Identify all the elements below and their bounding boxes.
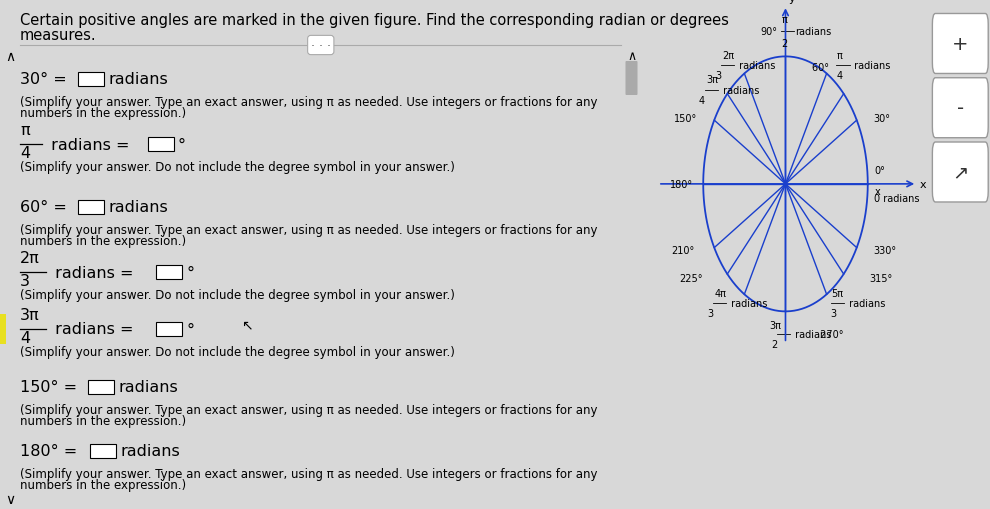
Text: ∧: ∧ <box>627 50 636 64</box>
Text: π: π <box>837 50 842 61</box>
Text: numbers in the expression.): numbers in the expression.) <box>20 107 186 120</box>
Text: ↖: ↖ <box>241 318 252 331</box>
FancyBboxPatch shape <box>88 380 114 394</box>
Text: Certain positive angles are marked in the given figure. Find the corresponding r: Certain positive angles are marked in th… <box>20 13 729 28</box>
Text: radians =: radians = <box>47 137 135 152</box>
Text: (Simplify your answer. Type an exact answer, using π as needed. Use integers or : (Simplify your answer. Type an exact ans… <box>20 467 598 480</box>
Text: 150° =: 150° = <box>20 380 82 394</box>
Text: 4π: 4π <box>714 289 727 298</box>
Text: radians: radians <box>737 61 775 71</box>
FancyBboxPatch shape <box>0 315 6 344</box>
Text: 2: 2 <box>781 39 788 49</box>
Text: 270°: 270° <box>792 330 843 340</box>
Text: radians: radians <box>845 298 885 308</box>
Text: 4: 4 <box>837 71 842 80</box>
Text: 3: 3 <box>707 308 713 319</box>
Text: 315°: 315° <box>869 274 893 284</box>
Text: 3π: 3π <box>20 307 40 322</box>
FancyBboxPatch shape <box>148 138 174 152</box>
Text: +: + <box>952 35 968 54</box>
Text: -: - <box>956 99 964 118</box>
FancyBboxPatch shape <box>78 201 104 215</box>
Text: radians =: radians = <box>50 322 139 337</box>
Text: 0°: 0° <box>874 165 885 176</box>
Text: (Simplify your answer. Type an exact answer, using π as needed. Use integers or : (Simplify your answer. Type an exact ans… <box>20 403 598 416</box>
Text: π: π <box>20 123 30 138</box>
Text: π: π <box>781 15 787 25</box>
Text: 3: 3 <box>20 273 30 289</box>
Text: 3π: 3π <box>706 75 718 85</box>
Text: y: y <box>789 0 795 4</box>
Text: 4: 4 <box>699 95 705 105</box>
Text: numbers in the expression.): numbers in the expression.) <box>20 414 186 427</box>
Text: 2π: 2π <box>723 50 735 61</box>
Text: 2: 2 <box>771 340 777 350</box>
Text: 225°: 225° <box>680 274 703 284</box>
Text: 3π: 3π <box>769 320 781 330</box>
Text: radians: radians <box>108 200 168 215</box>
Text: 210°: 210° <box>672 246 695 256</box>
Text: radians: radians <box>728 298 767 308</box>
Text: 0 radians: 0 radians <box>874 193 920 204</box>
Text: radians: radians <box>118 380 178 394</box>
Text: 3: 3 <box>715 71 722 80</box>
Text: radians: radians <box>795 27 832 37</box>
Text: 180°: 180° <box>670 180 693 189</box>
Text: 3: 3 <box>831 308 837 319</box>
Text: ↗: ↗ <box>952 163 968 182</box>
Text: numbers in the expression.): numbers in the expression.) <box>20 478 186 491</box>
Text: 150°: 150° <box>674 114 698 123</box>
Text: 4: 4 <box>20 146 30 161</box>
Text: 5π: 5π <box>831 289 842 298</box>
Text: °: ° <box>186 322 194 337</box>
Text: (Simplify your answer. Do not include the degree symbol in your answer.): (Simplify your answer. Do not include th… <box>20 289 455 301</box>
Text: numbers in the expression.): numbers in the expression.) <box>20 235 186 247</box>
Text: radians: radians <box>720 86 759 95</box>
Text: radians: radians <box>792 330 832 340</box>
Text: (Simplify your answer. Do not include the degree symbol in your answer.): (Simplify your answer. Do not include th… <box>20 161 455 174</box>
FancyBboxPatch shape <box>933 14 988 74</box>
Text: x: x <box>874 187 880 197</box>
FancyBboxPatch shape <box>626 62 638 96</box>
Text: · · ·: · · · <box>311 39 331 52</box>
Text: °: ° <box>186 265 194 280</box>
Text: radians =: radians = <box>50 265 139 280</box>
Text: radians: radians <box>851 61 891 71</box>
Text: (Simplify your answer. Do not include the degree symbol in your answer.): (Simplify your answer. Do not include th… <box>20 345 455 358</box>
FancyBboxPatch shape <box>156 266 182 279</box>
Text: 330°: 330° <box>873 246 897 256</box>
FancyBboxPatch shape <box>90 444 116 458</box>
Text: (Simplify your answer. Type an exact answer, using π as needed. Use integers or : (Simplify your answer. Type an exact ans… <box>20 96 598 109</box>
Text: 2π: 2π <box>20 250 40 266</box>
Text: 90°: 90° <box>760 27 777 37</box>
Text: radians: radians <box>108 72 168 88</box>
Text: 60° =: 60° = <box>20 200 72 215</box>
Text: 30° =: 30° = <box>20 72 72 88</box>
Text: 60°: 60° <box>812 63 835 72</box>
Text: 4: 4 <box>20 330 30 345</box>
FancyBboxPatch shape <box>933 78 988 138</box>
Text: (Simplify your answer. Type an exact answer, using π as needed. Use integers or : (Simplify your answer. Type an exact ans… <box>20 223 598 237</box>
Text: ∨: ∨ <box>5 492 15 506</box>
FancyBboxPatch shape <box>78 73 104 87</box>
Text: ∧: ∧ <box>5 50 15 64</box>
FancyBboxPatch shape <box>156 322 182 336</box>
FancyBboxPatch shape <box>933 143 988 203</box>
Text: 30°: 30° <box>873 114 891 123</box>
Text: °: ° <box>177 137 185 152</box>
Text: x: x <box>920 180 927 189</box>
Text: 180° =: 180° = <box>20 444 82 459</box>
Text: measures.: measures. <box>20 28 97 43</box>
Text: radians: radians <box>121 444 180 459</box>
